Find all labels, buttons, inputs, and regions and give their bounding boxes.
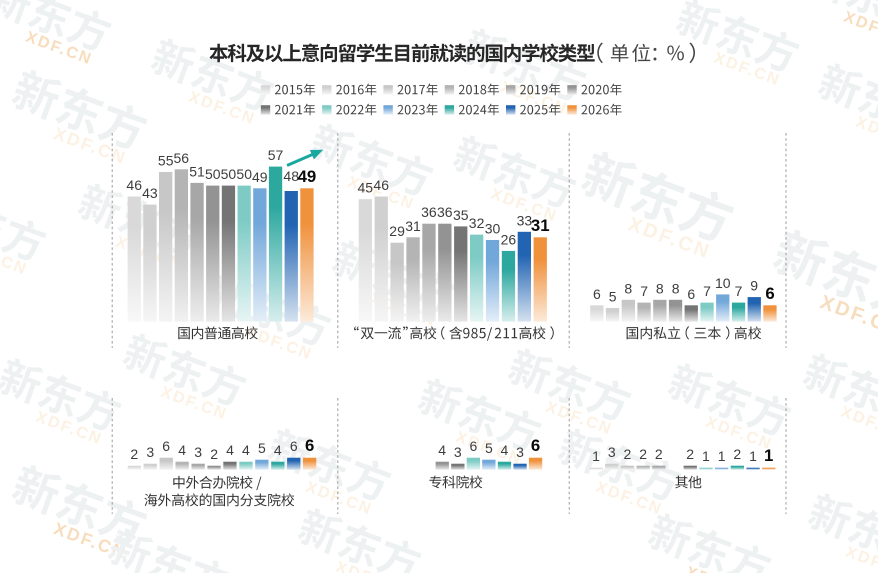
svg-text:1: 1	[592, 448, 600, 464]
svg-text:7: 7	[735, 283, 743, 299]
svg-text:49: 49	[298, 167, 317, 186]
svg-text:51: 51	[189, 163, 205, 179]
svg-text:6: 6	[593, 286, 601, 302]
svg-text:6: 6	[765, 284, 774, 303]
svg-text:4: 4	[438, 442, 446, 458]
svg-text:6: 6	[470, 438, 478, 454]
svg-text:50: 50	[221, 166, 237, 182]
svg-text:2: 2	[130, 446, 138, 462]
svg-text:55: 55	[158, 153, 174, 169]
svg-text:5: 5	[485, 440, 493, 456]
svg-text:48: 48	[283, 168, 299, 184]
svg-text:6: 6	[531, 436, 540, 455]
svg-text:6: 6	[162, 438, 170, 454]
svg-text:43: 43	[142, 185, 158, 201]
svg-text:35: 35	[453, 207, 469, 223]
svg-text:2: 2	[624, 446, 632, 462]
svg-text:5: 5	[609, 289, 617, 305]
svg-text:3: 3	[516, 444, 524, 460]
svg-text:1: 1	[718, 448, 726, 464]
svg-text:4: 4	[226, 442, 234, 458]
svg-text:2: 2	[733, 446, 741, 462]
svg-text:3: 3	[146, 444, 154, 460]
svg-text:33: 33	[517, 212, 533, 228]
svg-text:10: 10	[715, 275, 731, 291]
svg-text:7: 7	[640, 283, 648, 299]
svg-text:3: 3	[194, 444, 202, 460]
svg-text:4: 4	[178, 442, 186, 458]
svg-text:2: 2	[210, 446, 218, 462]
svg-text:4: 4	[242, 442, 250, 458]
svg-text:46: 46	[373, 177, 389, 193]
svg-text:1: 1	[702, 448, 710, 464]
svg-text:7: 7	[703, 283, 711, 299]
svg-text:2: 2	[686, 446, 694, 462]
svg-text:3: 3	[608, 444, 616, 460]
svg-text:32: 32	[469, 215, 485, 231]
svg-text:45: 45	[358, 180, 374, 196]
svg-text:50: 50	[236, 166, 252, 182]
svg-text:6: 6	[687, 286, 695, 302]
svg-text:31: 31	[531, 216, 550, 235]
svg-text:5: 5	[258, 440, 266, 456]
svg-text:29: 29	[389, 223, 405, 239]
svg-text:8: 8	[672, 280, 680, 296]
svg-text:36: 36	[437, 204, 453, 220]
svg-text:57: 57	[268, 147, 284, 163]
svg-text:49: 49	[252, 169, 268, 185]
svg-text:46: 46	[126, 177, 142, 193]
svg-text:9: 9	[750, 278, 758, 294]
svg-text:36: 36	[421, 204, 437, 220]
svg-text:26: 26	[501, 231, 517, 247]
svg-text:6: 6	[290, 438, 298, 454]
svg-text:4: 4	[501, 442, 509, 458]
svg-text:1: 1	[764, 446, 773, 465]
svg-text:3: 3	[454, 444, 462, 460]
svg-text:4: 4	[274, 442, 282, 458]
svg-text:56: 56	[174, 150, 190, 166]
svg-text:6: 6	[305, 436, 314, 455]
svg-text:31: 31	[405, 218, 421, 234]
svg-text:8: 8	[656, 280, 664, 296]
svg-text:1: 1	[749, 448, 757, 464]
svg-text:8: 8	[624, 280, 632, 296]
svg-text:2: 2	[639, 446, 647, 462]
svg-text:2: 2	[655, 446, 663, 462]
svg-text:50: 50	[205, 166, 221, 182]
svg-text:30: 30	[485, 221, 501, 237]
